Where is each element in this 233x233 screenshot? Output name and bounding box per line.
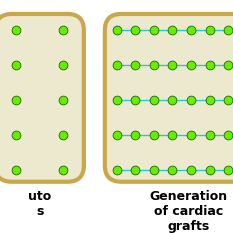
Point [61,168,65,172]
Point [226,168,230,172]
Point [189,168,193,172]
Point [115,133,118,137]
Point [115,63,118,67]
Point [115,98,118,102]
Point [226,98,230,102]
Point [14,98,18,102]
Point [171,28,174,32]
Point [189,28,193,32]
Point [152,133,156,137]
Point [226,63,230,67]
Point [208,63,212,67]
FancyBboxPatch shape [105,14,233,182]
Point [189,133,193,137]
Point [133,98,137,102]
Point [61,28,65,32]
Point [133,28,137,32]
Point [171,63,174,67]
Point [208,133,212,137]
Text: Generation
of cardiac
grafts: Generation of cardiac grafts [150,190,228,233]
Point [14,63,18,67]
FancyBboxPatch shape [0,14,84,182]
Point [61,133,65,137]
Point [152,63,156,67]
Point [226,28,230,32]
Text: uto
s: uto s [28,190,51,218]
Point [189,98,193,102]
Point [14,133,18,137]
Point [133,63,137,67]
Point [14,28,18,32]
Point [189,63,193,67]
Point [115,168,118,172]
Point [171,168,174,172]
Point [61,98,65,102]
Point [171,133,174,137]
Point [61,63,65,67]
Point [133,168,137,172]
Point [208,168,212,172]
Point [152,168,156,172]
Point [152,98,156,102]
Point [226,133,230,137]
Point [208,28,212,32]
Point [133,133,137,137]
Point [115,28,118,32]
Point [171,98,174,102]
Point [152,28,156,32]
Point [14,168,18,172]
Point [208,98,212,102]
